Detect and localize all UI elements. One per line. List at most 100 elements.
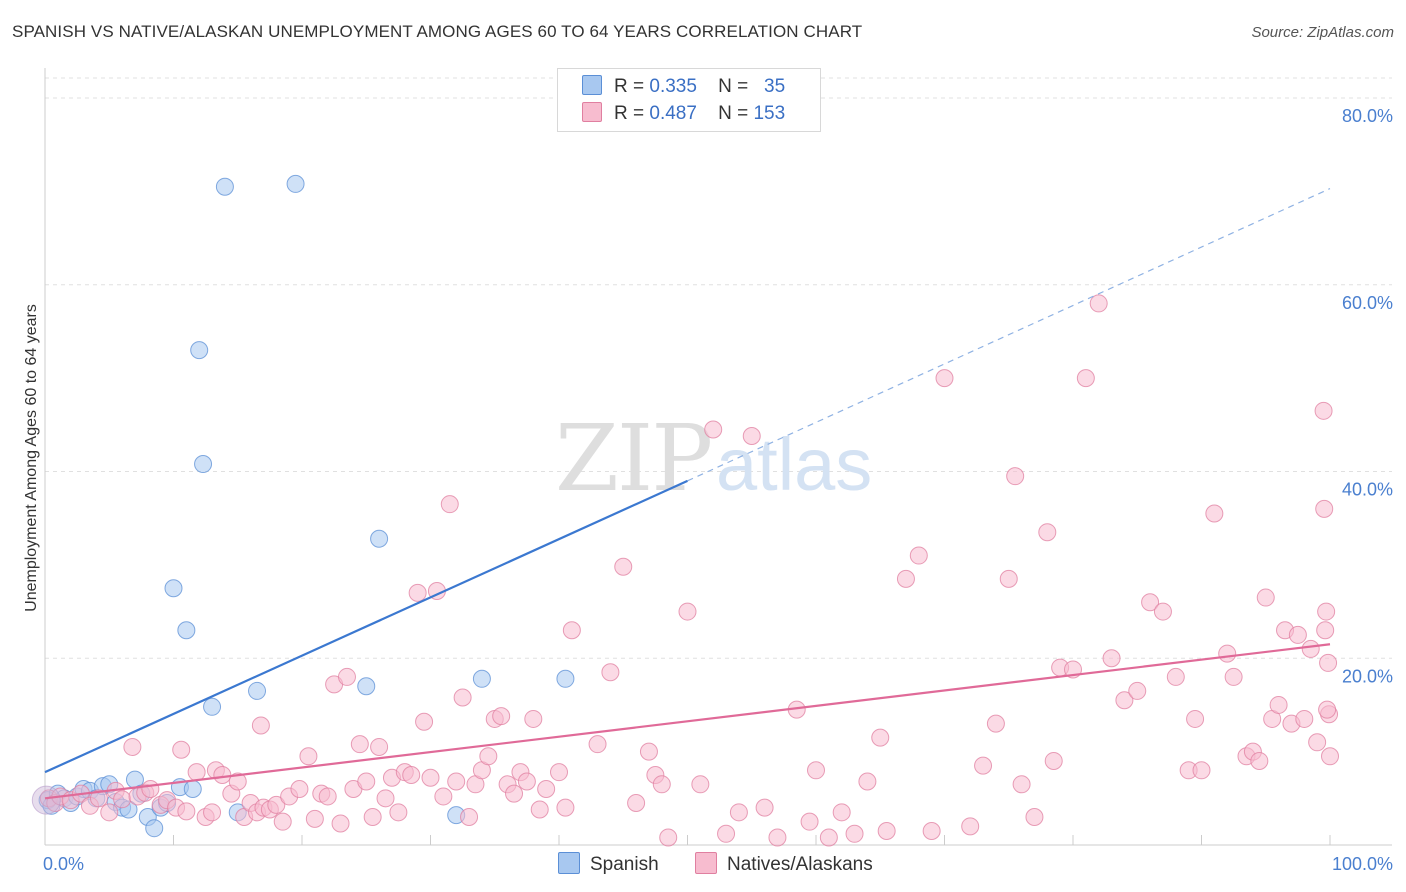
natives-point bbox=[1012, 775, 1031, 794]
natives-point bbox=[1256, 588, 1275, 607]
bottom-legend-spanish: Spanish bbox=[558, 852, 659, 876]
natives-point bbox=[627, 793, 646, 812]
natives-point bbox=[1025, 807, 1044, 826]
spanish-point bbox=[183, 779, 202, 798]
natives-point bbox=[717, 824, 736, 843]
x-tick-label-min: 0.0% bbox=[43, 854, 84, 874]
natives-point bbox=[389, 803, 408, 822]
spanish-trend-extension bbox=[687, 188, 1331, 482]
spanish-point bbox=[370, 529, 389, 548]
natives-point bbox=[440, 495, 459, 514]
natives-point bbox=[845, 824, 864, 843]
natives-point bbox=[203, 803, 222, 822]
spanish-point bbox=[472, 669, 491, 688]
natives-point bbox=[974, 756, 993, 775]
y-tick-label: 60.0% bbox=[1342, 293, 1393, 313]
natives-point bbox=[305, 809, 324, 828]
natives-point bbox=[1316, 621, 1335, 640]
y-tick-label: 80.0% bbox=[1342, 106, 1393, 126]
natives-point bbox=[768, 828, 787, 847]
natives-point bbox=[492, 707, 511, 726]
bottom-legend-natives: Natives/Alaskans bbox=[695, 852, 873, 876]
natives-trend-line bbox=[44, 643, 1331, 800]
natives-point bbox=[935, 369, 954, 388]
data-points bbox=[31, 174, 1339, 847]
natives-point bbox=[370, 737, 389, 756]
natives-point bbox=[832, 803, 851, 822]
natives-point bbox=[1205, 504, 1224, 523]
natives-point bbox=[614, 557, 633, 576]
natives-point bbox=[1115, 691, 1134, 710]
legend-r-value-spanish: 0.335 bbox=[649, 76, 697, 97]
natives-point bbox=[1308, 733, 1327, 752]
natives-point bbox=[141, 779, 160, 798]
legend-row-natives: R = 0.487 N = 153 bbox=[582, 102, 785, 126]
natives-point bbox=[1314, 401, 1333, 420]
spanish-point bbox=[248, 681, 267, 700]
bottom-label-spanish: Spanish bbox=[590, 854, 659, 875]
legend-n-value-spanish: 35 bbox=[764, 76, 786, 97]
natives-point bbox=[1038, 523, 1057, 542]
legend-n-label: N = bbox=[718, 76, 749, 97]
natives-point bbox=[659, 828, 678, 847]
tick-labels: 20.0% 40.0% 60.0% 80.0% 0.0% 100.0% bbox=[43, 106, 1393, 874]
natives-point bbox=[267, 795, 286, 814]
spanish-point bbox=[215, 177, 234, 196]
natives-point bbox=[1315, 499, 1334, 518]
legend-n-label-2: N = bbox=[718, 103, 749, 124]
natives-point bbox=[1295, 709, 1314, 728]
trend-lines bbox=[44, 188, 1331, 800]
natives-point bbox=[1288, 625, 1307, 644]
origin-cluster-point bbox=[31, 785, 61, 815]
natives-point bbox=[742, 427, 761, 446]
natives-point bbox=[1224, 667, 1243, 686]
chart-title: SPANISH VS NATIVE/ALASKAN UNEMPLOYMENT A… bbox=[12, 22, 863, 41]
natives-point bbox=[517, 772, 536, 791]
natives-point bbox=[376, 789, 395, 808]
spanish-point bbox=[357, 677, 376, 696]
watermark-atlas: atlas bbox=[716, 423, 872, 506]
natives-point bbox=[1044, 751, 1063, 770]
natives-point bbox=[337, 667, 356, 686]
natives-point bbox=[1141, 593, 1160, 612]
natives-point bbox=[113, 790, 132, 809]
natives-point bbox=[639, 742, 658, 761]
legend-swatch-natives bbox=[582, 102, 602, 122]
spanish-trend-line bbox=[44, 479, 688, 774]
natives-point bbox=[434, 787, 453, 806]
natives-point bbox=[807, 761, 825, 780]
natives-point bbox=[1006, 467, 1025, 486]
natives-point bbox=[556, 798, 575, 817]
bottom-swatch-natives bbox=[695, 852, 717, 874]
natives-point bbox=[1269, 695, 1288, 714]
y-tick-label: 20.0% bbox=[1342, 666, 1393, 686]
natives-point bbox=[858, 772, 877, 791]
natives-point bbox=[251, 716, 270, 735]
natives-point bbox=[999, 569, 1018, 588]
natives-point bbox=[819, 828, 838, 847]
natives-point bbox=[896, 569, 915, 588]
natives-point bbox=[447, 772, 466, 791]
natives-point bbox=[1301, 639, 1320, 658]
legend-r-label: R = bbox=[614, 76, 645, 97]
natives-point bbox=[299, 747, 318, 766]
natives-point bbox=[187, 763, 206, 782]
natives-point bbox=[350, 735, 369, 754]
axes bbox=[44, 68, 1392, 846]
natives-point bbox=[89, 789, 108, 808]
natives-point bbox=[530, 800, 549, 819]
natives-point bbox=[318, 787, 337, 806]
y-axis-label: Unemployment Among Ages 60 to 64 years bbox=[23, 304, 40, 612]
natives-point bbox=[100, 803, 119, 822]
natives-point bbox=[357, 772, 376, 791]
bottom-swatch-spanish bbox=[558, 852, 580, 874]
legend-swatch-spanish bbox=[582, 75, 602, 95]
natives-point bbox=[537, 779, 556, 798]
natives-point bbox=[290, 779, 309, 798]
spanish-point bbox=[145, 819, 164, 838]
natives-point bbox=[273, 812, 292, 831]
natives-point bbox=[453, 688, 472, 707]
natives-point bbox=[408, 583, 427, 602]
natives-point bbox=[172, 740, 191, 759]
natives-point bbox=[460, 807, 479, 826]
